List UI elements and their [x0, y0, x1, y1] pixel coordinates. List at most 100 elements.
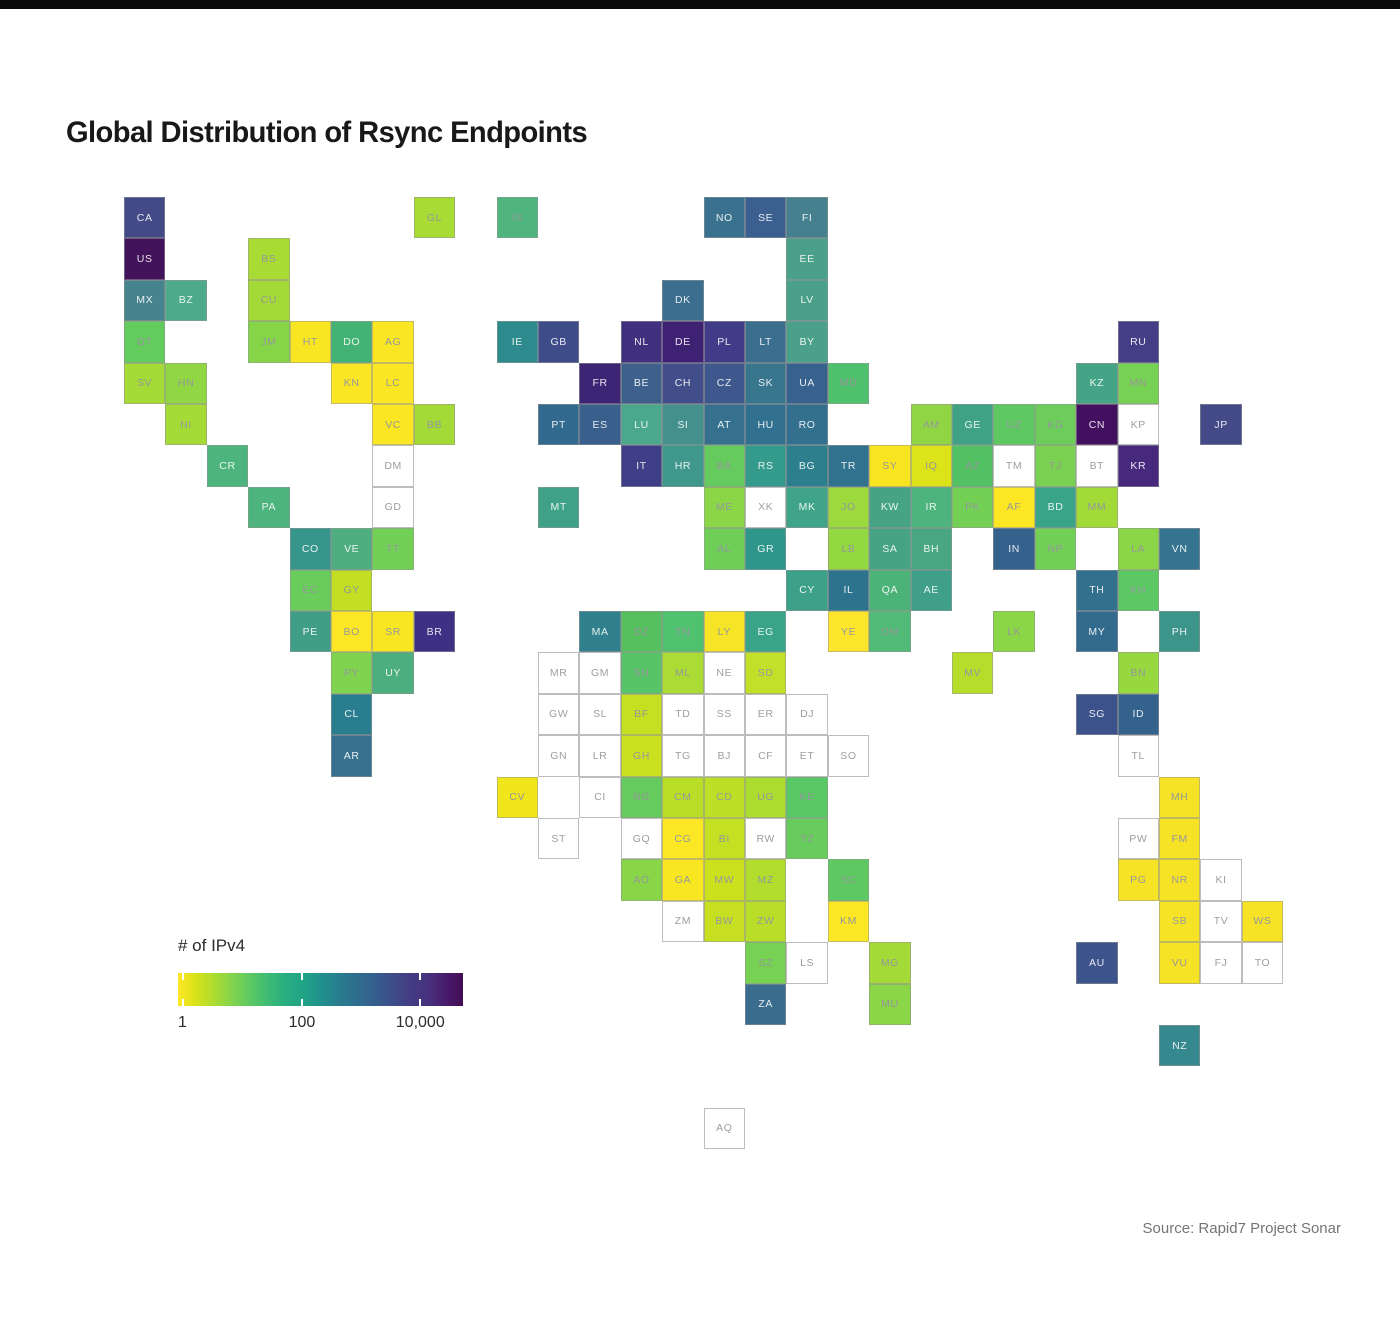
tile-label: KH	[1130, 584, 1147, 597]
tile-label: TL	[1131, 749, 1146, 762]
tile-label: FJ	[1214, 956, 1228, 969]
tile-TG: TG	[662, 735, 704, 777]
tile-GW: GW	[538, 693, 580, 736]
tile-DZ: DZ	[620, 611, 663, 653]
tile-label: IS	[511, 211, 523, 224]
tile-CR: CR	[206, 445, 249, 487]
tile-BR: BR	[413, 611, 456, 653]
tile-label: OM	[880, 625, 899, 638]
tile-label: EE	[799, 253, 815, 266]
tile-IL: IL	[827, 569, 870, 611]
tile-IQ: IQ	[910, 445, 952, 487]
tile-BS: BS	[248, 238, 290, 280]
tile-MV: MV	[952, 652, 994, 694]
tile-label: ER	[757, 708, 774, 721]
tile-NG: NG	[620, 776, 663, 818]
top-bar	[0, 0, 1400, 9]
tile-label: PT	[551, 418, 566, 431]
tile-HU: HU	[745, 404, 787, 446]
tile-label: DE	[674, 335, 691, 348]
tile-RS: RS	[745, 445, 787, 487]
tile-label: CH	[674, 377, 692, 390]
tile-label: NP	[1047, 542, 1064, 555]
tile-AU: AU	[1076, 942, 1118, 984]
tile-LK: LK	[993, 611, 1035, 653]
tile-OM: OM	[869, 611, 911, 653]
legend-tick-1: 1	[178, 1014, 187, 1031]
tile-label: GT	[136, 335, 153, 348]
tile-ES: ES	[579, 404, 621, 446]
tile-label: SI	[677, 418, 689, 431]
tile-label: LY	[717, 625, 731, 638]
tile-label: AM	[922, 418, 940, 431]
tile-HR: HR	[662, 445, 704, 487]
tile-label: CD	[716, 791, 733, 804]
tile-label: GA	[674, 874, 692, 887]
tile-label: RU	[1130, 335, 1147, 348]
tile-label: HN	[177, 377, 195, 390]
tile-GH: GH	[620, 735, 663, 777]
tile-label: IL	[843, 584, 854, 597]
tile-PG: PG	[1117, 859, 1159, 901]
tile-label: LU	[634, 418, 649, 431]
tile-AG: AG	[372, 321, 414, 363]
tile-label: GQ	[632, 832, 651, 845]
tile-AQ: AQ	[703, 1107, 745, 1150]
tile-US: US	[124, 238, 166, 280]
tile-label: BZ	[178, 294, 194, 307]
tile-SS: SS	[703, 693, 745, 736]
tile-PH: PH	[1159, 611, 1201, 653]
tile-VN: VN	[1159, 528, 1201, 570]
tile-label: AL	[717, 542, 732, 555]
tile-EE: EE	[786, 238, 828, 280]
tile-BZ: BZ	[165, 279, 207, 322]
tile-HN: HN	[165, 362, 207, 404]
tile-label: UY	[385, 667, 401, 680]
tile-MW: MW	[703, 859, 745, 901]
tile-label: BH	[923, 542, 940, 555]
tile-CN: CN	[1076, 404, 1118, 446]
chart-title: Global Distribution of Rsync Endpoints	[66, 116, 588, 150]
tile-label: RW	[756, 832, 775, 845]
tile-label: GN	[550, 749, 568, 762]
tile-YE: YE	[827, 611, 870, 653]
tile-label: PK	[965, 501, 981, 514]
tile-label: BG	[798, 460, 816, 473]
tile-label: GH	[633, 749, 650, 762]
tile-MX: MX	[124, 279, 166, 322]
tile-label: MZ	[757, 874, 774, 887]
tile-label: BS	[261, 253, 277, 266]
tile-label: GL	[426, 211, 443, 224]
tile-label: BI	[718, 832, 730, 845]
tile-label: CY	[799, 584, 815, 597]
tile-BJ: BJ	[703, 735, 745, 777]
tile-label: SZ	[758, 956, 773, 969]
tile-EG: EG	[745, 611, 787, 653]
tile-VC: VC	[372, 404, 414, 446]
tile-HT: HT	[289, 321, 331, 363]
tile-label: MM	[1087, 501, 1107, 514]
tile-label: ZW	[756, 915, 775, 928]
tile-label: HU	[757, 418, 774, 431]
tile-label: US	[136, 253, 153, 266]
tile-label: IQ	[925, 460, 938, 473]
tile-BW: BW	[703, 900, 745, 943]
tile-KW: KW	[869, 486, 911, 529]
tile-TV: TV	[1200, 900, 1242, 943]
tile-ML: ML	[662, 652, 704, 694]
tile-AM: AM	[910, 404, 952, 446]
tile-label: BO	[343, 625, 360, 638]
tile-TM: TM	[993, 445, 1035, 487]
tile-BI: BI	[703, 818, 745, 860]
legend-tick-labels: 1 100 10,000	[178, 1012, 463, 1034]
tile-JO: JO	[827, 486, 870, 529]
tile-LY: LY	[703, 611, 745, 653]
tile-label: NI	[180, 418, 192, 431]
tile-AF: AF	[993, 486, 1035, 529]
tile-label: CF	[758, 749, 774, 762]
tile-IS: IS	[496, 197, 538, 239]
tile-label: MV	[964, 667, 982, 680]
tile-CO: CO	[289, 528, 331, 570]
tile-DE: DE	[662, 321, 704, 363]
tile-KZ: KZ	[1076, 362, 1118, 404]
